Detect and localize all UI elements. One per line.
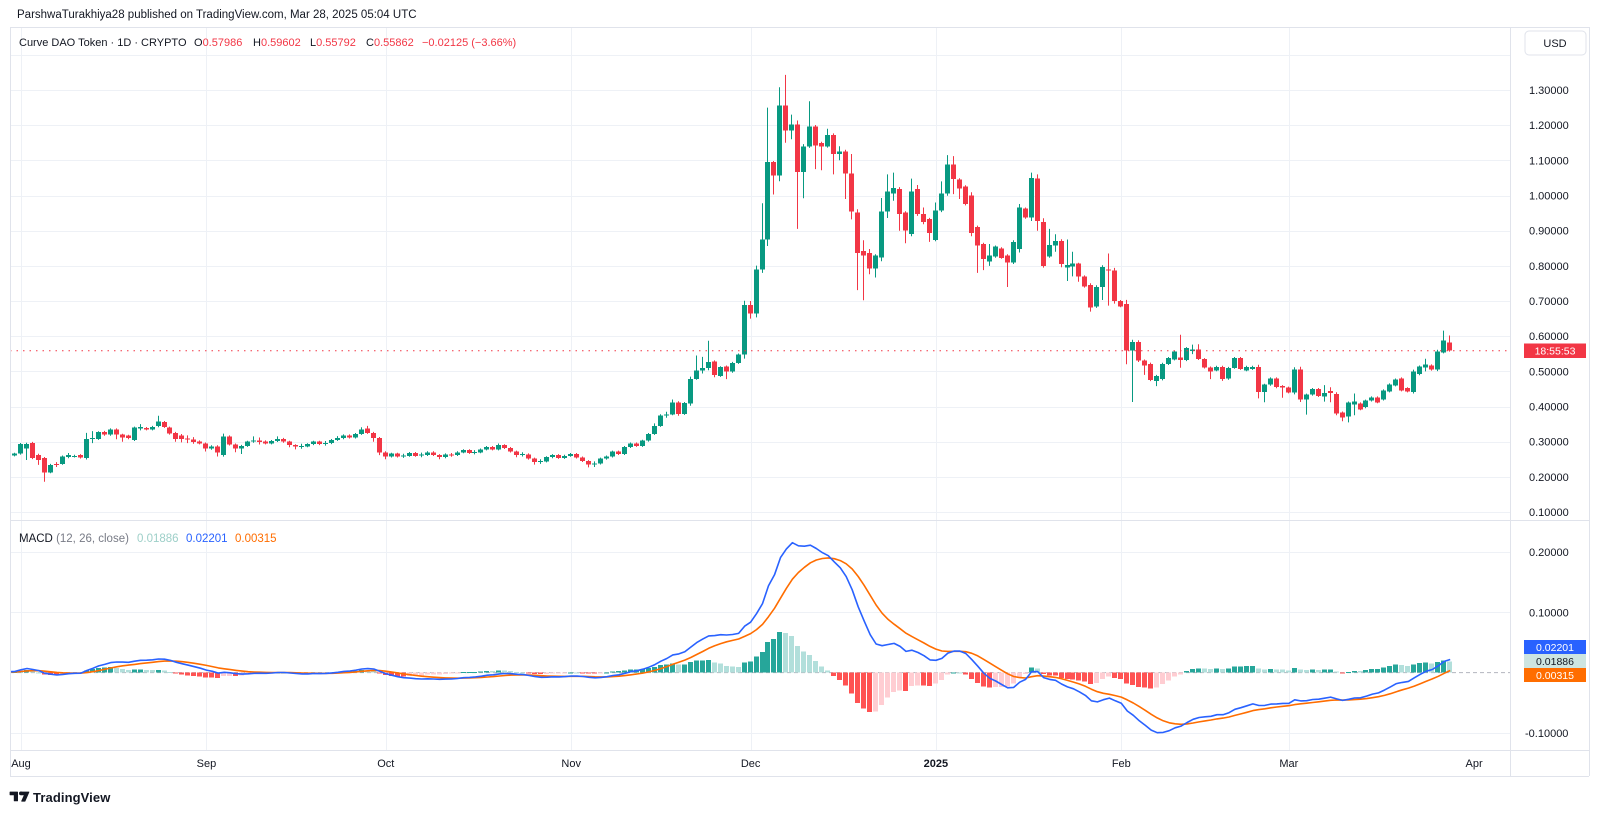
svg-text:0.00315: 0.00315 bbox=[1536, 670, 1574, 682]
svg-text:Oct: Oct bbox=[377, 758, 394, 770]
svg-text:Mar: Mar bbox=[1279, 758, 1298, 770]
svg-text:C0.55862: C0.55862 bbox=[366, 37, 414, 49]
svg-text:0.10000: 0.10000 bbox=[1529, 507, 1569, 519]
svg-text:0.02201: 0.02201 bbox=[186, 533, 228, 545]
svg-text:0.70000: 0.70000 bbox=[1529, 296, 1569, 308]
svg-text:0.50000: 0.50000 bbox=[1529, 366, 1569, 378]
svg-text:0.01886: 0.01886 bbox=[1536, 656, 1574, 668]
svg-text:18:55:53: 18:55:53 bbox=[1535, 346, 1576, 358]
svg-text:0.20000: 0.20000 bbox=[1529, 547, 1569, 559]
svg-text:0.20000: 0.20000 bbox=[1529, 472, 1569, 484]
svg-text:0.60000: 0.60000 bbox=[1529, 331, 1569, 343]
svg-text:0.30000: 0.30000 bbox=[1529, 437, 1569, 449]
svg-text:MACD (12, 26, close): MACD (12, 26, close) bbox=[19, 533, 129, 545]
svg-text:−0.02125 (−3.66%): −0.02125 (−3.66%) bbox=[422, 37, 516, 49]
svg-text:H0.59602: H0.59602 bbox=[253, 37, 301, 49]
svg-text:1.00000: 1.00000 bbox=[1529, 191, 1569, 203]
svg-text:USD: USD bbox=[1543, 38, 1566, 50]
svg-text:Dec: Dec bbox=[741, 758, 761, 770]
svg-text:Curve DAO Token · 1D · CRYPTO: Curve DAO Token · 1D · CRYPTO bbox=[19, 37, 187, 49]
svg-text:1.20000: 1.20000 bbox=[1529, 120, 1569, 132]
svg-text:0.80000: 0.80000 bbox=[1529, 261, 1569, 273]
svg-text:Aug: Aug bbox=[11, 758, 31, 770]
svg-text:0.10000: 0.10000 bbox=[1529, 607, 1569, 619]
svg-text:Apr: Apr bbox=[1466, 758, 1483, 770]
svg-text:Feb: Feb bbox=[1112, 758, 1131, 770]
svg-text:L0.55792: L0.55792 bbox=[310, 37, 356, 49]
svg-text:Sep: Sep bbox=[197, 758, 217, 770]
svg-text:2025: 2025 bbox=[924, 758, 948, 770]
svg-text:1.10000: 1.10000 bbox=[1529, 155, 1569, 167]
svg-text:O0.57986: O0.57986 bbox=[194, 37, 242, 49]
svg-text:1.30000: 1.30000 bbox=[1529, 85, 1569, 97]
svg-text:0.00315: 0.00315 bbox=[235, 533, 277, 545]
svg-text:0.90000: 0.90000 bbox=[1529, 226, 1569, 238]
svg-text:Nov: Nov bbox=[561, 758, 581, 770]
svg-text:ParshwaTurakhiya28 published o: ParshwaTurakhiya28 published on TradingV… bbox=[17, 9, 417, 21]
svg-text:0.02201: 0.02201 bbox=[1536, 642, 1574, 654]
svg-text:TradingView: TradingView bbox=[33, 790, 111, 805]
svg-text:-0.10000: -0.10000 bbox=[1525, 728, 1568, 740]
svg-text:0.40000: 0.40000 bbox=[1529, 402, 1569, 414]
svg-text:0.01886: 0.01886 bbox=[137, 533, 179, 545]
